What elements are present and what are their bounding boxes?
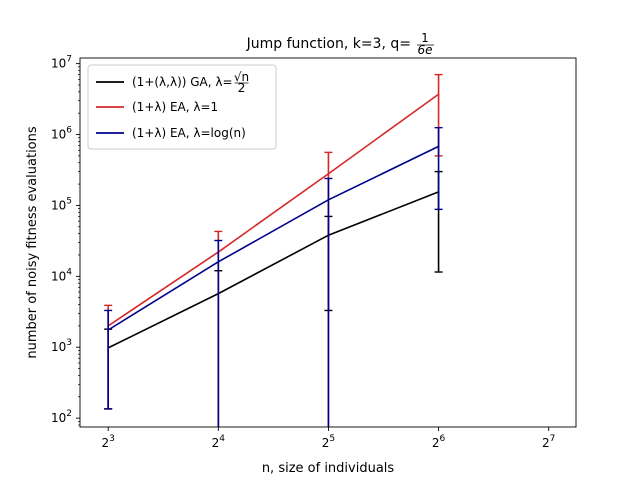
chart-title: Jump function, k=3, q= bbox=[246, 36, 411, 52]
y-tick-label-2: 104 bbox=[51, 267, 72, 283]
x-tick-label-2: 25 bbox=[322, 434, 335, 450]
legend-label-2: (1+λ) EA, λ=log(n) bbox=[132, 126, 246, 140]
x-tick-label-1: 24 bbox=[212, 434, 226, 450]
title-fraction: 1 6e bbox=[417, 31, 434, 57]
series-0-line bbox=[107, 191, 439, 349]
series-2 bbox=[104, 126, 443, 427]
series-1-point-3 bbox=[437, 93, 440, 96]
x-tick-label-0: 23 bbox=[101, 434, 114, 450]
legend-label-0: (1+(λ,λ)) GA, λ= bbox=[132, 75, 233, 89]
series-1-point-2 bbox=[327, 172, 330, 175]
series-2-line bbox=[107, 145, 439, 331]
y-tick-label-0: 102 bbox=[51, 409, 72, 425]
legend: (1+(λ,λ)) GA, λ= √n2 (1+λ) EA, λ=1 (1+λ) EA… bbox=[87, 64, 277, 150]
series-1-line bbox=[107, 93, 440, 327]
legend-box bbox=[87, 64, 277, 150]
x-tick-label-4: 27 bbox=[542, 434, 555, 450]
x-axis-label: n, size of individuals bbox=[262, 461, 395, 476]
series-layer bbox=[104, 73, 443, 427]
y-tick-label-1: 103 bbox=[51, 338, 72, 354]
axes-layer: 23 24 25 26 27 102 103 104 105 106 107 bbox=[51, 55, 577, 450]
legend-fraction-denominator-0: 2 bbox=[238, 81, 246, 95]
y-axis-label: number of noisy fitness evaluations bbox=[25, 126, 40, 359]
series-2-point-2 bbox=[327, 199, 330, 201]
x-tick-label-3: 26 bbox=[432, 434, 446, 450]
y-tick-label-4: 106 bbox=[51, 126, 72, 142]
series-2-point-1 bbox=[217, 261, 220, 263]
y-tick-label-5: 107 bbox=[51, 55, 72, 71]
title-fraction-numerator: 1 bbox=[421, 31, 429, 45]
legend-fraction-numerator-0: √n bbox=[234, 70, 249, 84]
series-2-point-0 bbox=[107, 329, 109, 331]
legend-label-1: (1+λ) EA, λ=1 bbox=[132, 100, 218, 114]
title-fraction-denominator: 6e bbox=[417, 43, 432, 57]
series-2-point-3 bbox=[437, 145, 440, 148]
y-tick-label-3: 105 bbox=[51, 196, 72, 212]
